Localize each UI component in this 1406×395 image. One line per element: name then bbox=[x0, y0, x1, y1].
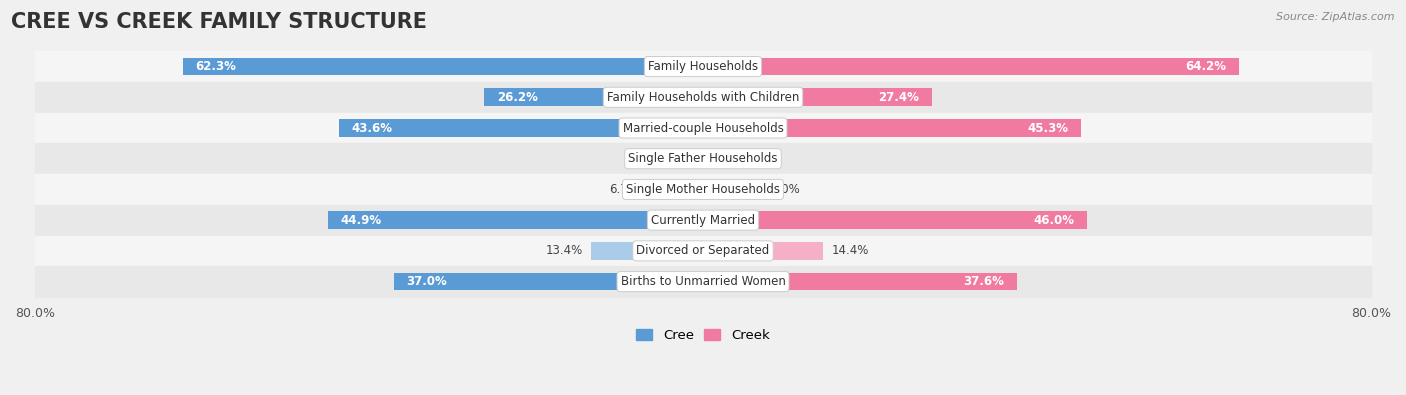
Text: Divorced or Separated: Divorced or Separated bbox=[637, 245, 769, 258]
Text: Currently Married: Currently Married bbox=[651, 214, 755, 227]
Text: 64.2%: 64.2% bbox=[1185, 60, 1226, 73]
Bar bbox=[35, 235, 1371, 266]
Bar bbox=[339, 119, 703, 137]
Text: 7.0%: 7.0% bbox=[770, 183, 800, 196]
Bar bbox=[328, 211, 703, 229]
Text: 62.3%: 62.3% bbox=[195, 60, 236, 73]
Bar bbox=[703, 273, 1017, 290]
Bar bbox=[647, 181, 703, 198]
Bar bbox=[35, 82, 1371, 113]
Bar bbox=[703, 119, 1081, 137]
Text: 6.7%: 6.7% bbox=[609, 183, 638, 196]
Text: 37.0%: 37.0% bbox=[406, 275, 447, 288]
Text: 37.6%: 37.6% bbox=[963, 275, 1004, 288]
Bar bbox=[394, 273, 703, 290]
Bar bbox=[35, 266, 1371, 297]
Bar bbox=[703, 58, 1239, 75]
Bar bbox=[703, 242, 824, 260]
Text: 27.4%: 27.4% bbox=[879, 91, 920, 104]
Text: 2.6%: 2.6% bbox=[733, 152, 763, 165]
Bar bbox=[484, 88, 703, 106]
Bar bbox=[183, 58, 703, 75]
Bar bbox=[35, 143, 1371, 174]
Text: Single Mother Households: Single Mother Households bbox=[626, 183, 780, 196]
Bar bbox=[591, 242, 703, 260]
Text: 2.8%: 2.8% bbox=[641, 152, 671, 165]
Legend: Cree, Creek: Cree, Creek bbox=[631, 324, 775, 348]
Bar bbox=[703, 181, 762, 198]
Text: 13.4%: 13.4% bbox=[546, 245, 582, 258]
Text: Family Households with Children: Family Households with Children bbox=[607, 91, 799, 104]
Text: 26.2%: 26.2% bbox=[496, 91, 537, 104]
Text: 44.9%: 44.9% bbox=[340, 214, 382, 227]
Text: 45.3%: 45.3% bbox=[1028, 122, 1069, 135]
Bar bbox=[35, 51, 1371, 82]
Text: 46.0%: 46.0% bbox=[1033, 214, 1074, 227]
Text: CREE VS CREEK FAMILY STRUCTURE: CREE VS CREEK FAMILY STRUCTURE bbox=[11, 12, 427, 32]
Text: Married-couple Households: Married-couple Households bbox=[623, 122, 783, 135]
Bar bbox=[35, 113, 1371, 143]
Text: Births to Unmarried Women: Births to Unmarried Women bbox=[620, 275, 786, 288]
Text: Source: ZipAtlas.com: Source: ZipAtlas.com bbox=[1277, 12, 1395, 22]
Text: Single Father Households: Single Father Households bbox=[628, 152, 778, 165]
Text: Family Households: Family Households bbox=[648, 60, 758, 73]
Bar bbox=[35, 174, 1371, 205]
Bar bbox=[703, 88, 932, 106]
Bar bbox=[35, 205, 1371, 235]
Bar bbox=[679, 150, 703, 167]
Bar bbox=[703, 150, 724, 167]
Text: 43.6%: 43.6% bbox=[352, 122, 392, 135]
Text: 14.4%: 14.4% bbox=[831, 245, 869, 258]
Bar bbox=[703, 211, 1087, 229]
